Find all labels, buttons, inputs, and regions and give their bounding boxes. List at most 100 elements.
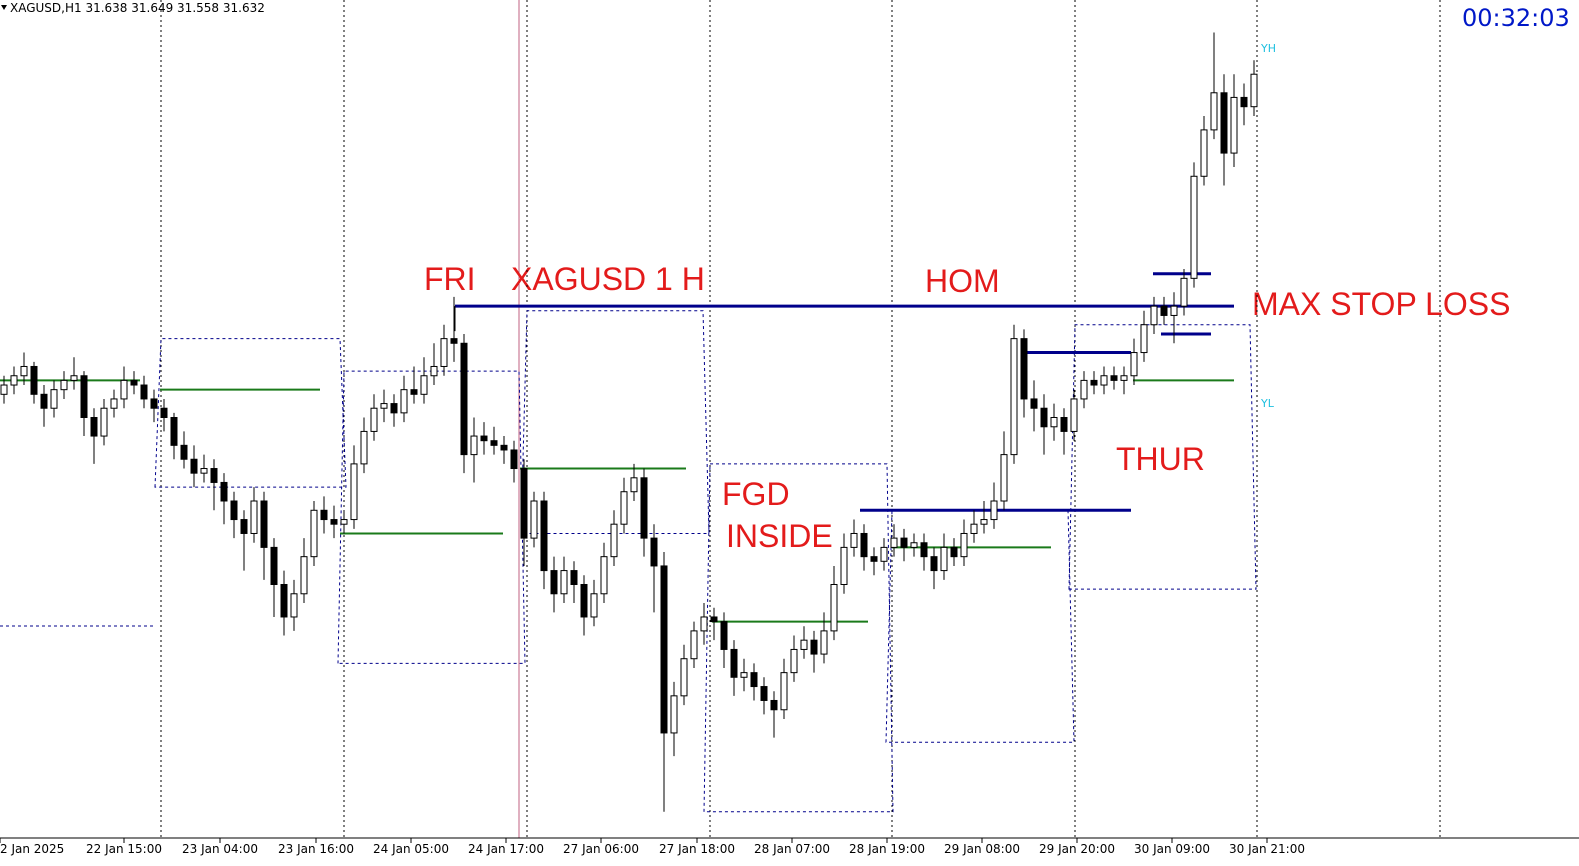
- annotation: INSIDE: [726, 518, 833, 554]
- candle-body: [580, 584, 588, 618]
- candle-body: [570, 570, 578, 585]
- candle-body: [1090, 379, 1098, 386]
- candle-body: [360, 430, 368, 465]
- candle-body: [450, 338, 458, 344]
- candle-body: [870, 556, 878, 562]
- candle-body: [760, 686, 768, 701]
- candle-body: [1220, 92, 1228, 154]
- candle-body: [220, 481, 228, 502]
- time-label: 30 Jan 21:00: [1229, 842, 1305, 856]
- candle-body: [1210, 92, 1218, 131]
- candle-body: [280, 584, 288, 618]
- candle-body: [70, 375, 78, 381]
- candle-body: [880, 546, 888, 562]
- candle-body: [770, 699, 778, 711]
- candle-body: [600, 556, 608, 595]
- yesterday-high-label: YH: [1260, 42, 1276, 55]
- candle-body: [800, 639, 808, 650]
- candle-body: [10, 375, 18, 386]
- candle-body: [350, 463, 358, 521]
- candle-body: [480, 435, 488, 442]
- candle-body: [1020, 338, 1028, 400]
- day-range: [337, 370, 526, 664]
- candle-body: [1120, 375, 1128, 381]
- candle-body: [100, 407, 108, 437]
- header-arrow: [1, 5, 7, 10]
- candle-body: [630, 477, 638, 493]
- time-label: 29 Jan 20:00: [1039, 842, 1115, 856]
- candle-body: [810, 639, 818, 655]
- candle-body: [90, 417, 98, 437]
- day-range: [703, 463, 894, 813]
- candle-body: [130, 379, 138, 386]
- candle-body: [830, 584, 838, 632]
- candle-body: [1070, 398, 1078, 432]
- candle-body: [910, 542, 918, 548]
- candle-body: [1130, 352, 1138, 377]
- candle-body: [510, 449, 518, 470]
- candle-body: [700, 616, 708, 632]
- candle-body: [1160, 305, 1168, 316]
- candle-body: [380, 403, 388, 409]
- candle-body: [820, 630, 828, 655]
- candle-body: [890, 537, 898, 548]
- candle-body: [610, 523, 618, 558]
- candle-body: [150, 398, 158, 409]
- candle-body: [1050, 417, 1058, 428]
- candle-body: [640, 477, 648, 539]
- candle-body: [180, 444, 188, 460]
- candle-body: [550, 570, 558, 595]
- candle-body: [190, 458, 198, 474]
- candle-body: [370, 407, 378, 432]
- annotation: FGD: [722, 476, 790, 512]
- candle-body: [1080, 379, 1088, 400]
- candle-body: [960, 532, 968, 558]
- candle-body: [320, 509, 328, 521]
- candle-body: [40, 393, 48, 409]
- candle-body: [340, 519, 348, 525]
- candle-body: [1240, 96, 1248, 108]
- annotation: MAX STOP LOSS: [1252, 286, 1510, 322]
- candle-body: [30, 365, 38, 395]
- candle-body: [900, 537, 908, 548]
- candle-body: [310, 509, 318, 558]
- candle-body: [300, 556, 308, 595]
- candle-body: [1100, 375, 1108, 386]
- candle-body: [430, 365, 438, 377]
- candle-body: [1250, 73, 1258, 108]
- candle-body: [160, 407, 168, 419]
- candle-body: [590, 593, 598, 618]
- candle-body: [470, 435, 478, 456]
- candle-body: [420, 375, 428, 395]
- candle-body: [170, 417, 178, 446]
- candle-body: [940, 546, 948, 572]
- candle-body: [1230, 96, 1238, 154]
- candle-body: [620, 491, 628, 525]
- candle-body: [200, 468, 208, 474]
- candle-body: [490, 440, 498, 446]
- candle-body: [140, 384, 148, 400]
- clock: 00:32:03: [1462, 4, 1570, 32]
- candle-body: [1030, 398, 1038, 409]
- candle-body: [1200, 129, 1208, 177]
- annotation: XAGUSD 1 H: [511, 261, 705, 297]
- candle-body: [750, 672, 758, 688]
- candle-body: [740, 672, 748, 678]
- candle-body: [780, 672, 788, 711]
- candle-body: [560, 570, 568, 595]
- candle-body: [110, 398, 118, 409]
- candle-body: [950, 546, 958, 558]
- candle-body: [290, 593, 298, 618]
- candle-body: [1010, 338, 1018, 456]
- candle-body: [230, 500, 238, 521]
- candle-body: [1140, 324, 1148, 354]
- candle-body: [840, 546, 848, 586]
- annotation: HOM: [925, 263, 1000, 299]
- candle-body: [440, 338, 448, 367]
- candle-body: [460, 342, 468, 456]
- candle-body: [520, 468, 528, 539]
- time-label: 24 Jan 05:00: [373, 842, 449, 856]
